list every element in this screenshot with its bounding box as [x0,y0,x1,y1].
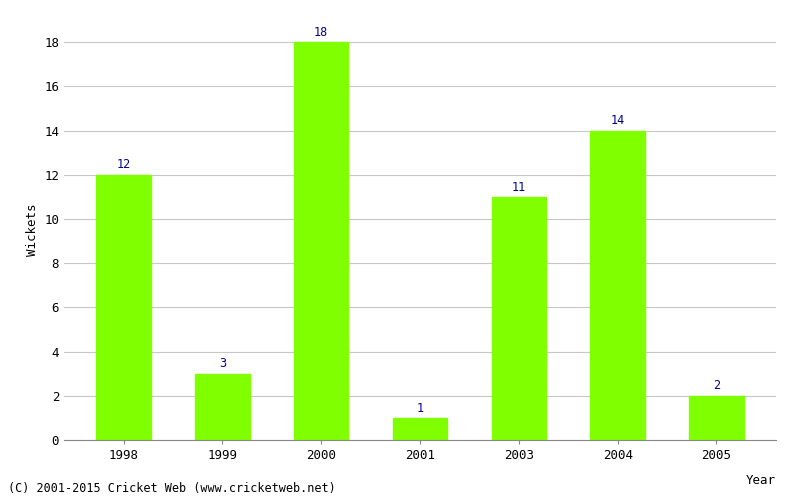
Text: 11: 11 [512,180,526,194]
Bar [492,197,546,440]
Bar [195,374,250,440]
Text: 2: 2 [713,380,720,392]
Text: 1: 1 [417,402,423,414]
Text: 18: 18 [314,26,328,39]
Text: 3: 3 [218,358,226,370]
Bar [96,174,150,440]
Bar [590,130,645,440]
Text: 12: 12 [117,158,130,172]
Y-axis label: Wickets: Wickets [26,204,38,256]
Text: (C) 2001-2015 Cricket Web (www.cricketweb.net): (C) 2001-2015 Cricket Web (www.cricketwe… [8,482,336,495]
Bar [393,418,447,440]
Text: 14: 14 [610,114,625,127]
Bar [690,396,744,440]
Text: Year: Year [746,474,776,486]
Bar [294,42,348,440]
